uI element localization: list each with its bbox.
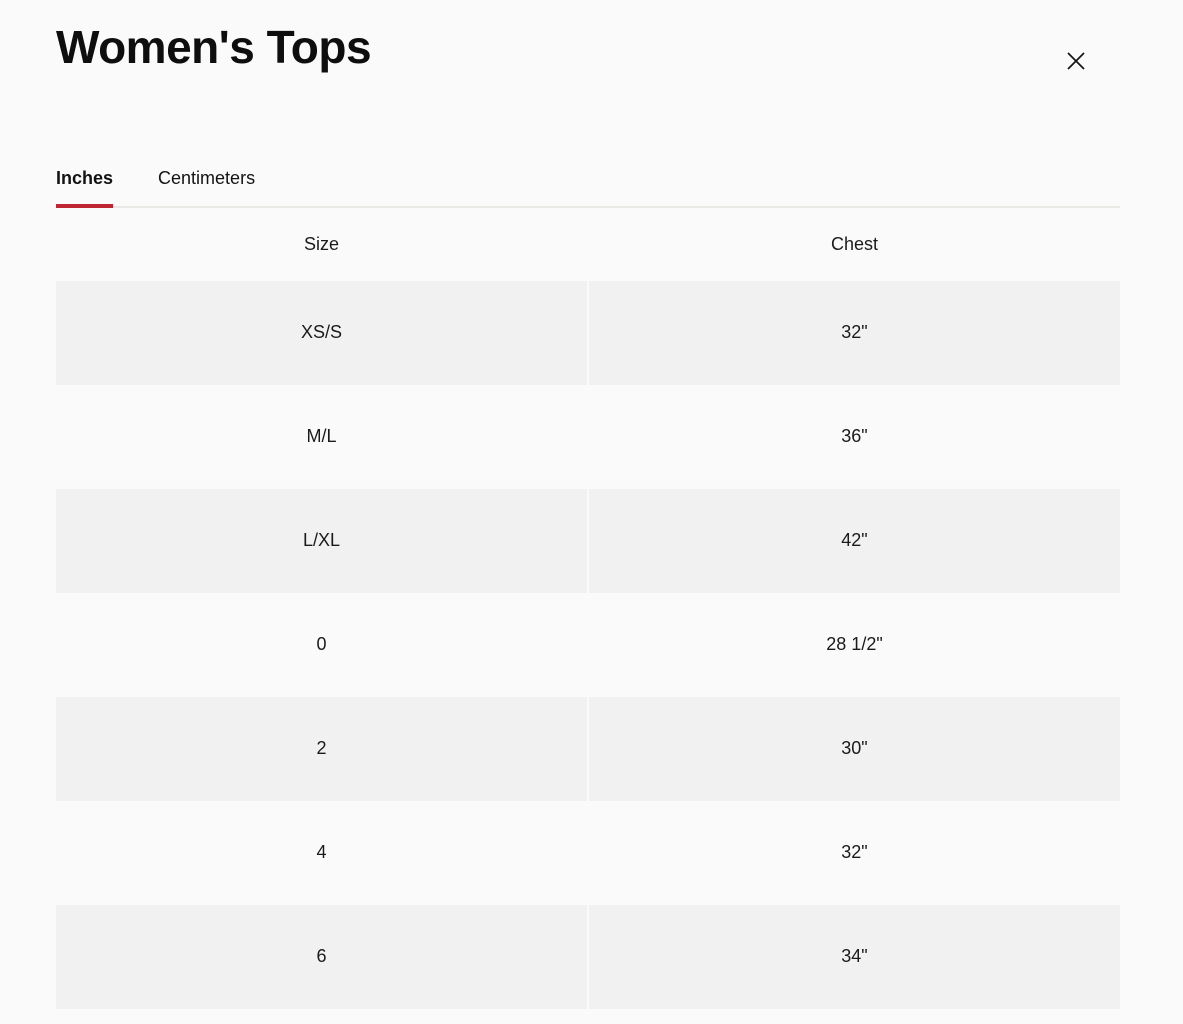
- chest-cell: 36": [841, 426, 868, 447]
- table-row: 2 30": [56, 696, 1120, 801]
- chest-cell: 32": [589, 280, 1120, 385]
- column-header-chest: Chest: [830, 233, 879, 254]
- size-chart-header: Size Chest: [56, 208, 1120, 281]
- chest-cell: 32": [841, 842, 868, 863]
- size-cell: 6: [56, 904, 587, 1009]
- close-icon: [1065, 50, 1087, 72]
- size-cell: M/L: [306, 426, 337, 447]
- chest-cell: 28 1/2": [826, 634, 883, 655]
- tab-centimeters[interactable]: Centimeters: [158, 167, 256, 188]
- unit-tabs: Inches Centimeters: [56, 168, 1120, 208]
- table-row: 4 32": [56, 801, 1120, 905]
- table-row: M/L 36": [56, 385, 1120, 489]
- table-row: 0 28 1/2": [56, 593, 1120, 697]
- table-row: L/XL 42": [56, 488, 1120, 593]
- table-row: XS/S 32": [56, 280, 1120, 385]
- size-cell: L/XL: [56, 488, 587, 593]
- close-button[interactable]: [1062, 47, 1090, 75]
- chest-cell: 42": [589, 488, 1120, 593]
- size-cell: XS/S: [56, 280, 587, 385]
- chest-cell: 30": [589, 696, 1120, 801]
- table-row: 6 34": [56, 904, 1120, 1009]
- size-chart-table: XS/S 32" M/L 36" L/XL 42" 0 28 1/2" 2 30…: [56, 280, 1120, 1009]
- page-title: Women's Tops: [56, 21, 372, 73]
- column-header-size: Size: [303, 233, 339, 254]
- chest-cell: 34": [589, 904, 1120, 1009]
- tab-inches[interactable]: Inches: [56, 168, 114, 208]
- size-cell: 0: [316, 634, 327, 655]
- size-cell: 2: [56, 696, 587, 801]
- size-cell: 4: [316, 842, 327, 863]
